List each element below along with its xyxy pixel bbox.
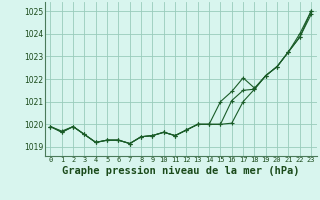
X-axis label: Graphe pression niveau de la mer (hPa): Graphe pression niveau de la mer (hPa) xyxy=(62,165,300,176)
